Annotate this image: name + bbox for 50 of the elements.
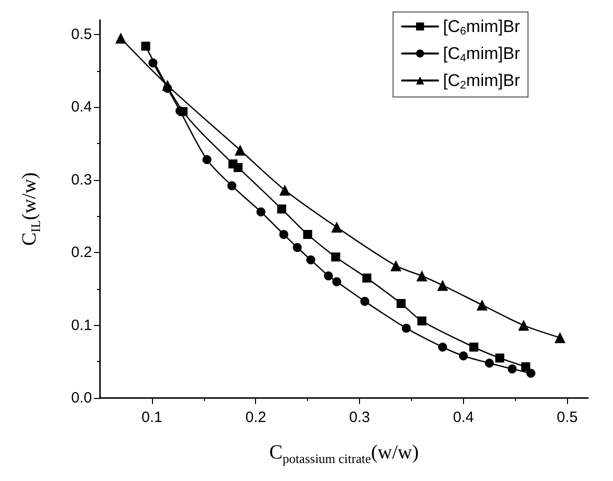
point [521, 362, 530, 372]
point [331, 252, 340, 262]
point [362, 274, 372, 283]
point [234, 163, 243, 172]
point [202, 155, 212, 164]
x-tick-label: 0.1 [141, 409, 162, 426]
point [324, 271, 333, 280]
point [417, 316, 426, 326]
point [227, 181, 236, 190]
x-tick-label: 0.4 [452, 409, 474, 426]
y-tick-label: 0.2 [71, 244, 92, 262]
point [279, 184, 290, 196]
x-tick-label: 0.5 [556, 409, 578, 426]
point [115, 32, 126, 44]
point [458, 351, 468, 360]
y-tick-label: 0.4 [71, 98, 92, 116]
point [306, 255, 316, 264]
x-tick-label: 0.3 [349, 409, 370, 426]
point [332, 277, 342, 286]
y-tick-label: 0.3 [71, 171, 92, 188]
point [256, 207, 266, 216]
point [508, 364, 517, 374]
point [331, 222, 342, 233]
y-tick-label: 0.1 [71, 316, 92, 334]
point [554, 332, 566, 344]
point [234, 144, 246, 156]
point [495, 354, 504, 363]
point [292, 243, 302, 252]
y-axis-title: CIL(w/w) [18, 172, 43, 246]
point [484, 358, 494, 368]
point [526, 368, 536, 378]
point [277, 204, 286, 214]
point [438, 342, 448, 352]
point [469, 342, 478, 352]
point [279, 230, 288, 239]
point [303, 230, 312, 239]
y-tick-label: 0.0 [71, 390, 92, 406]
point [396, 299, 406, 308]
point [141, 42, 150, 51]
point [148, 58, 158, 68]
point [416, 270, 428, 282]
point [390, 260, 402, 272]
point [360, 296, 370, 306]
point [518, 320, 530, 331]
y-tick-label: 0.5 [71, 26, 92, 44]
x-tick-label: 0.2 [245, 409, 266, 426]
point [437, 280, 448, 291]
point [402, 324, 411, 333]
point [162, 80, 173, 91]
point [476, 299, 488, 310]
